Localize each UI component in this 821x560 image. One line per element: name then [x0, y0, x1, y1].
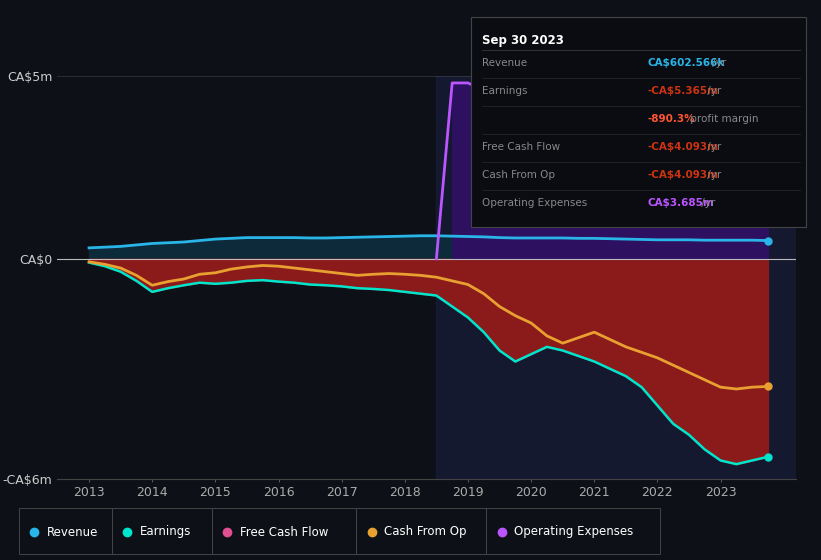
Text: CA$602.566k: CA$602.566k: [648, 58, 725, 68]
Text: Earnings: Earnings: [140, 525, 191, 539]
Text: Cash From Op: Cash From Op: [482, 170, 555, 180]
Text: Earnings: Earnings: [482, 86, 527, 96]
Text: Operating Expenses: Operating Expenses: [514, 525, 633, 539]
Text: /yr: /yr: [704, 142, 721, 152]
Text: Cash From Op: Cash From Op: [384, 525, 466, 539]
Text: profit margin: profit margin: [687, 114, 759, 124]
Text: -CA$5.365m: -CA$5.365m: [648, 86, 718, 96]
Text: CA$3.685m: CA$3.685m: [648, 198, 714, 208]
Bar: [437, 76, 796, 479]
Text: Free Cash Flow: Free Cash Flow: [482, 142, 560, 152]
Text: -CA$4.093m: -CA$4.093m: [648, 170, 718, 180]
Text: Revenue: Revenue: [482, 58, 527, 68]
Text: /yr: /yr: [704, 86, 721, 96]
Text: -890.3%: -890.3%: [648, 114, 695, 124]
Text: Revenue: Revenue: [47, 525, 99, 539]
Text: -CA$4.093m: -CA$4.093m: [648, 142, 718, 152]
Text: /yr: /yr: [709, 58, 727, 68]
Text: /yr: /yr: [704, 170, 721, 180]
Text: Sep 30 2023: Sep 30 2023: [482, 34, 564, 46]
Text: /yr: /yr: [698, 198, 715, 208]
Text: Operating Expenses: Operating Expenses: [482, 198, 587, 208]
Text: Free Cash Flow: Free Cash Flow: [240, 525, 328, 539]
